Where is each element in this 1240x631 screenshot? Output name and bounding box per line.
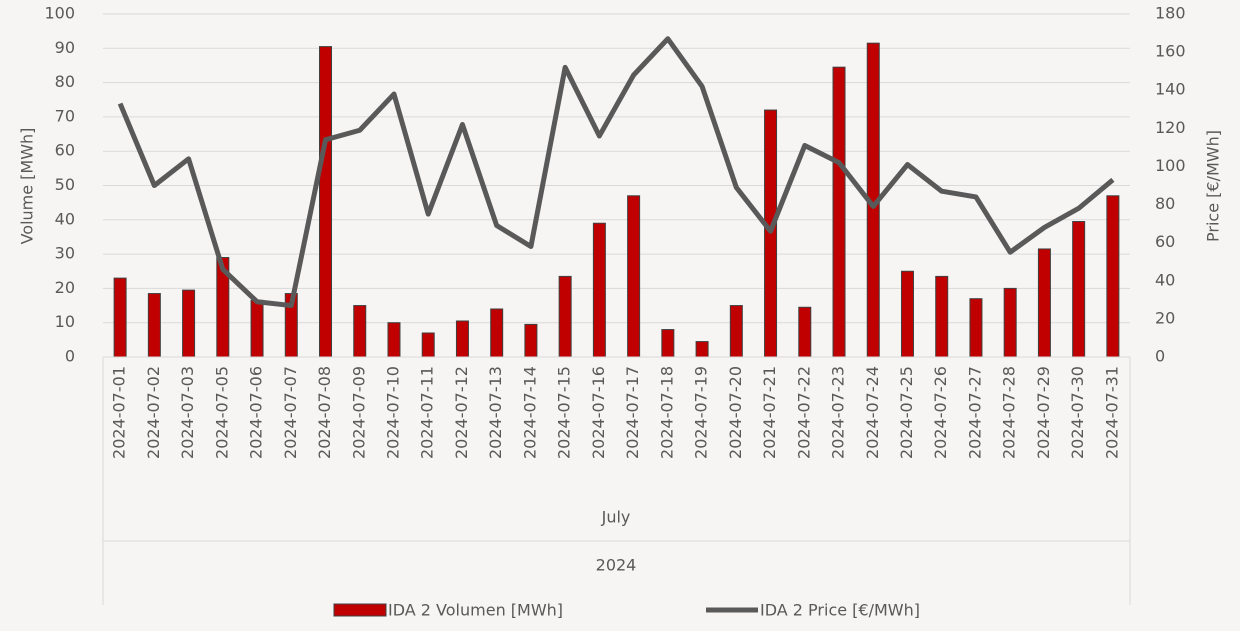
- x-tick-label: 2024-07-24: [863, 366, 882, 459]
- y2-tick-label: 180: [1155, 4, 1186, 23]
- y2-tick-label: 60: [1155, 232, 1175, 251]
- x-tick-label: 2024-07-31: [1102, 366, 1121, 459]
- x-tick-label: 2024-07-14: [520, 366, 539, 459]
- x-tick-label: 2024-07-30: [1068, 366, 1087, 459]
- bar: [388, 323, 400, 357]
- year-label: 2024: [596, 556, 637, 575]
- x-tick-label: 2024-07-02: [144, 366, 163, 459]
- bar: [559, 276, 571, 357]
- x-tick-label: 2024-07-12: [452, 366, 471, 459]
- x-tick-label: 2024-07-09: [349, 366, 368, 459]
- y2-tick-label: 20: [1155, 308, 1175, 327]
- x-tick-label: 2024-07-28: [1000, 366, 1019, 459]
- bar: [1038, 249, 1050, 357]
- x-tick-label: 2024-07-16: [589, 366, 608, 459]
- bar: [833, 67, 845, 357]
- y2-axis-title: Price [€/MWh]: [1204, 130, 1223, 242]
- y-axis-title: Volume [MWh]: [18, 128, 37, 245]
- bar: [525, 324, 537, 357]
- y-tick-label: 60: [55, 141, 75, 160]
- bar: [1004, 288, 1016, 357]
- x-tick-label: 2024-07-29: [1034, 366, 1053, 459]
- legend-swatch: [334, 604, 386, 616]
- x-tick-label: 2024-07-23: [829, 366, 848, 459]
- y2-tick-label: 100: [1155, 156, 1186, 175]
- bar: [491, 309, 503, 357]
- x-tick-label: 2024-07-19: [692, 366, 711, 459]
- bar: [936, 276, 948, 357]
- y2-tick-label: 160: [1155, 42, 1186, 61]
- y-tick-label: 20: [55, 278, 75, 297]
- x-tick-label: 2024-07-20: [726, 366, 745, 459]
- bar: [148, 294, 160, 357]
- x-tick-label: 2024-07-17: [623, 366, 642, 459]
- bar: [628, 196, 640, 357]
- x-tick-label: 2024-07-06: [247, 366, 266, 459]
- y-tick-label: 10: [55, 312, 75, 331]
- bar: [114, 278, 126, 357]
- x-tick-label: 2024-07-25: [897, 366, 916, 459]
- bar: [901, 271, 913, 357]
- x-tick-label: 2024-07-15: [555, 366, 574, 459]
- y-tick-label: 40: [55, 209, 75, 228]
- x-tick-label: 2024-07-03: [178, 366, 197, 459]
- bar: [799, 307, 811, 357]
- bar: [183, 290, 195, 357]
- x-tick-label: 2024-07-18: [657, 366, 676, 459]
- bar: [1107, 196, 1119, 357]
- x-tick-label: 2024-07-11: [418, 366, 437, 459]
- y-tick-label: 70: [55, 106, 75, 125]
- legend-label: IDA 2 Volumen [MWh]: [388, 601, 563, 620]
- month-label: July: [601, 508, 631, 527]
- y-tick-label: 80: [55, 72, 75, 91]
- y-tick-label: 0: [65, 347, 75, 366]
- y2-tick-label: 0: [1155, 347, 1165, 366]
- legend-label: IDA 2 Price [€/MWh]: [760, 601, 920, 620]
- bar: [696, 342, 708, 357]
- x-tick-label: 2024-07-22: [794, 366, 813, 459]
- x-tick-label: 2024-07-21: [760, 366, 779, 459]
- y2-tick-label: 140: [1155, 80, 1186, 99]
- y-tick-label: 30: [55, 244, 75, 263]
- bar: [422, 333, 434, 357]
- y2-tick-label: 40: [1155, 270, 1175, 289]
- y-tick-label: 100: [44, 4, 75, 23]
- bar: [730, 306, 742, 357]
- x-tick-label: 2024-07-27: [965, 366, 984, 459]
- x-tick-label: 2024-07-01: [110, 366, 129, 459]
- chart: Volume [MWh] Price [€/MWh] July 2024 0 10…: [0, 0, 1240, 631]
- x-tick-label: 2024-07-26: [931, 366, 950, 459]
- bar: [320, 47, 332, 357]
- x-tick-label: 2024-07-08: [315, 366, 334, 459]
- bar: [662, 330, 674, 357]
- x-tick-label: 2024-07-05: [212, 366, 231, 459]
- x-tick-label: 2024-07-13: [486, 366, 505, 459]
- bar: [593, 223, 605, 357]
- bar: [251, 300, 263, 357]
- y-tick-label: 90: [55, 38, 75, 57]
- y2-tick-label: 120: [1155, 118, 1186, 137]
- y2-tick-label: 80: [1155, 194, 1175, 213]
- y-tick-label: 50: [55, 175, 75, 194]
- x-tick-label: 2024-07-07: [281, 366, 300, 459]
- bar: [456, 321, 468, 357]
- x-tick-label: 2024-07-10: [383, 366, 402, 459]
- bar: [1073, 222, 1085, 357]
- bar: [970, 299, 982, 357]
- bar: [354, 306, 366, 357]
